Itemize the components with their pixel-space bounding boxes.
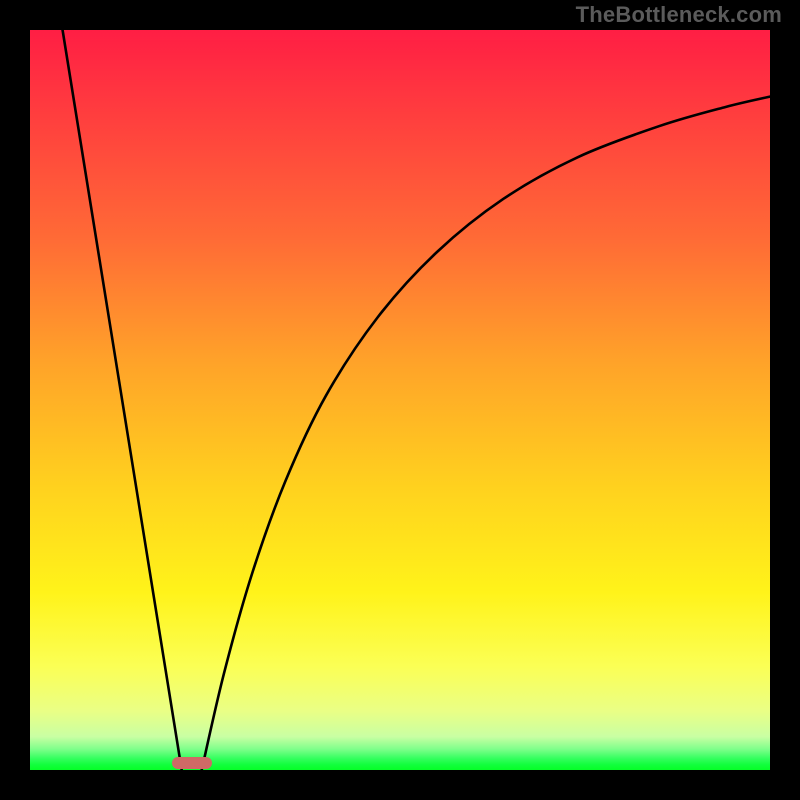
watermark-text: TheBottleneck.com xyxy=(576,2,782,28)
valley-marker xyxy=(172,757,212,769)
curve-svg xyxy=(30,30,770,770)
curve-right-branch xyxy=(202,97,770,770)
plot-area xyxy=(30,30,770,770)
chart-frame: TheBottleneck.com xyxy=(0,0,800,800)
curve-left-branch xyxy=(63,30,182,770)
